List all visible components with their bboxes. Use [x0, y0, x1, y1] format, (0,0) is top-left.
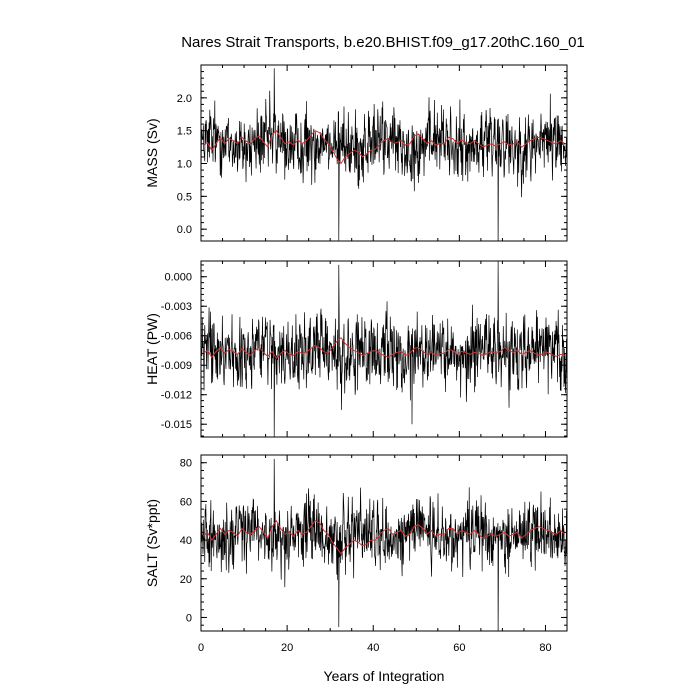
y-axis-label: HEAT (PW) — [144, 313, 160, 385]
y-tick-label: -0.003 — [161, 301, 192, 313]
y-tick-label: 0 — [186, 612, 192, 624]
y-axis-label: MASS (Sv) — [144, 118, 160, 187]
x-axis-label: Years of Integration — [324, 668, 445, 684]
x-tick-label: 60 — [453, 642, 465, 654]
x-tick-label: 20 — [281, 642, 293, 654]
y-tick-label: 1.5 — [177, 126, 192, 138]
series-line-monthly — [201, 261, 567, 437]
plot-frame — [200, 454, 568, 632]
series-line-annual — [202, 519, 566, 555]
y-tick-label: 40 — [180, 535, 192, 547]
chart-title: Nares Strait Transports, b.e20.BHIST.f09… — [181, 34, 585, 51]
y-axis-label: SALT (Sv*ppt) — [144, 499, 160, 587]
x-tick-label: 40 — [367, 642, 379, 654]
y-tick-label: 60 — [180, 496, 192, 508]
series-line-monthly — [201, 68, 567, 241]
plot-frame — [200, 260, 568, 438]
y-tick-label: -0.006 — [161, 331, 192, 343]
series-line-annual — [202, 336, 565, 360]
x-tick-label: 0 — [198, 642, 204, 654]
y-tick-label: 0.5 — [177, 191, 192, 203]
y-tick-label: -0.009 — [161, 360, 192, 372]
y-tick-label: 1.0 — [177, 159, 192, 171]
y-tick-label: 0.0 — [177, 224, 192, 236]
panel-1: 0.0 0.5 1.0 1.5 2.0 MASS (Sv) — [144, 64, 568, 242]
panel-3: 0 20 40 60 80 0 20 40 60 80 SALT (Sv*ppt) — [144, 454, 568, 654]
series-line-annual — [202, 129, 566, 165]
y-tick-label: 20 — [180, 574, 192, 586]
y-tick-label: 0.000 — [164, 272, 192, 284]
x-tick-label: 80 — [539, 642, 551, 654]
series-line-monthly — [201, 458, 567, 631]
plot-frame — [200, 64, 568, 242]
y-tick-label: 2.0 — [177, 93, 192, 105]
y-tick-label: -0.012 — [161, 390, 192, 402]
panel-2: -0.015 -0.012 -0.009 -0.006 -0.003 0.000 HEAT … — [144, 260, 568, 438]
y-tick-label: 80 — [180, 458, 192, 470]
y-tick-label: -0.015 — [161, 419, 192, 431]
